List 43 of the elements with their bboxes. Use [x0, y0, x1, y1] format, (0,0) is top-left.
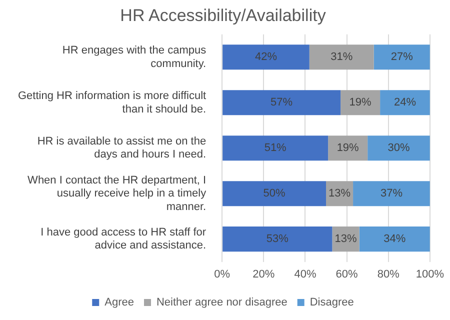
data-label: 30%	[388, 142, 410, 154]
x-tick-label: 40%	[294, 268, 316, 280]
bar	[222, 181, 326, 206]
data-label: 53%	[266, 233, 289, 246]
data-label: 27%	[390, 51, 414, 64]
y-tick-label: When I contact the HR department, I usually receive help in a timely manner.	[28, 174, 207, 213]
data-label: 24%	[394, 96, 416, 109]
x-tick-label: 20%	[252, 268, 275, 280]
bar	[374, 44, 430, 70]
data-label: 37%	[380, 188, 403, 200]
bar	[222, 44, 310, 70]
data-label: 34%	[384, 233, 406, 246]
y-tick-label: HR is available to assist me on the days and hours I need.	[37, 136, 206, 161]
bar	[222, 226, 332, 252]
chart-title: HR Accessibility/Availability	[120, 6, 326, 25]
data-label: 57%	[270, 96, 293, 109]
bar	[353, 181, 430, 206]
bar	[309, 44, 374, 70]
data-label: 13%	[328, 188, 351, 200]
y-tick-label: I have good access to HR staff for advice and assistance.	[40, 226, 206, 252]
y-tick-label: Getting HR information is more difficult than it should be.	[18, 90, 206, 116]
data-label: 13%	[334, 233, 357, 246]
legend-label: Agree	[104, 296, 134, 309]
bar	[328, 136, 368, 161]
x-tick-label: 0%	[214, 268, 230, 280]
data-label: 50%	[263, 188, 286, 200]
legend-label: Neither agree nor disagree	[156, 296, 288, 309]
x-tick-label: 60%	[336, 268, 358, 280]
legend-label: Disagree	[310, 296, 354, 309]
bar	[222, 136, 328, 161]
data-label: 19%	[349, 96, 372, 109]
data-label: 31%	[330, 51, 353, 64]
bar	[368, 136, 430, 161]
bar	[340, 90, 380, 116]
y-tick-label: HR engages with the campus community.	[62, 44, 207, 70]
x-tick-label: 80%	[377, 268, 400, 280]
x-tick-label: 100%	[416, 268, 444, 280]
bar	[380, 90, 430, 116]
bar	[222, 90, 341, 116]
data-label: 51%	[264, 142, 287, 154]
data-label: 42%	[254, 51, 278, 64]
bar	[359, 226, 430, 252]
data-label: 19%	[336, 142, 360, 154]
